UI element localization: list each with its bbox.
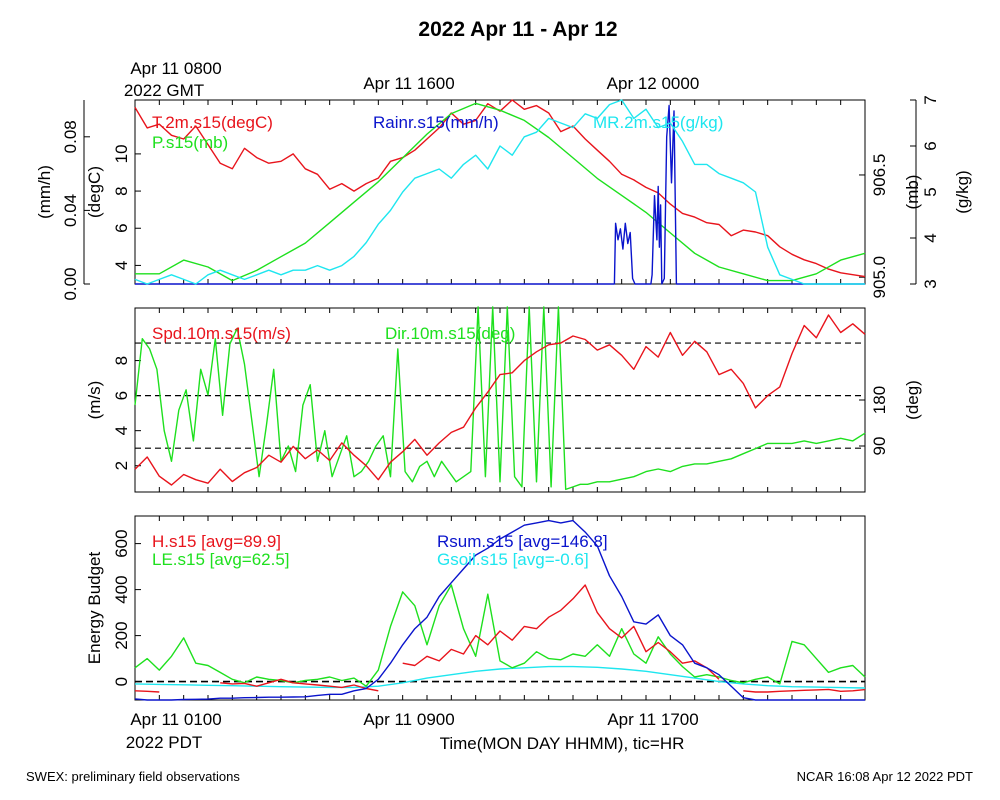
- footer-right: NCAR 16:08 Apr 12 2022 PDT: [797, 769, 973, 784]
- temp-tick-label: 8: [112, 186, 131, 195]
- mr-tick-label: 6: [921, 141, 940, 150]
- top-panel-series: [134, 99, 866, 285]
- bottom-time-label-0100: Apr 11 0100: [130, 710, 221, 729]
- axis-label-energy: Energy Budget: [85, 551, 104, 664]
- rain-tick-label: 0.08: [61, 120, 80, 153]
- legend-wind-direction: Dir.10m.s15(deg): [385, 324, 515, 343]
- bottom-panel-series: [134, 519, 866, 701]
- temp-tick-label: 10: [112, 144, 131, 163]
- pres-tick-label: 905.0: [870, 256, 889, 299]
- wind-direction-line: [134, 306, 866, 491]
- energy-tick-label: 600: [112, 529, 131, 557]
- speed-tick-label: 4: [112, 426, 131, 435]
- axis-label-temp: (degC): [85, 166, 104, 218]
- top-time-label-0000: Apr 12 0000: [607, 74, 700, 93]
- axis-label-speed: (m/s): [85, 381, 104, 420]
- axis-label-rain: (mm/h): [35, 165, 54, 219]
- speed-tick-label: 8: [112, 356, 131, 365]
- figure-title: 2022 Apr 11 - Apr 12: [418, 18, 617, 41]
- legend-rain-rate: Rainr.s15(mm/h): [373, 113, 499, 132]
- x-axis-label: Time(MON DAY HHMM), tic=HR: [440, 734, 685, 753]
- footer-left: SWEX: preliminary field observations: [26, 769, 240, 784]
- mixing-ratio-line: [134, 99, 865, 285]
- temperature-line: [134, 99, 866, 278]
- mr-tick-label: 3: [921, 279, 940, 288]
- legend-soil-heat: Gsoil.s15 [avg=-0.6]: [437, 550, 589, 569]
- bottom-time-label-0900: Apr 11 0900: [363, 710, 454, 729]
- net-radiation-line: [134, 519, 865, 701]
- soil-heat-line: [134, 665, 866, 689]
- rain-tick-label: 0.04: [61, 194, 80, 227]
- bottom-time-label-1700: Apr 11 1700: [607, 710, 698, 729]
- legend-pressure: P.s15(mb): [152, 133, 228, 152]
- pressure-line: [135, 102, 866, 282]
- latent-heat-line: [134, 584, 866, 687]
- rain-rate-line: [135, 104, 865, 285]
- speed-tick-label: 6: [112, 391, 131, 400]
- middle-panel-series: [134, 306, 866, 491]
- mr-tick-label: 5: [921, 187, 940, 196]
- wind-speed-line: [134, 314, 866, 486]
- top-time-label-0800: Apr 11 0800: [130, 59, 221, 78]
- axis-label-pres: (mb): [903, 175, 922, 210]
- legend-temperature: T.2m.s15(degC): [152, 113, 273, 132]
- axis-label-direction: (deg): [903, 380, 922, 420]
- mr-tick-label: 7: [921, 95, 940, 104]
- energy-tick-label: 400: [112, 575, 131, 603]
- legend-wind-speed: Spd.10m.s15(m/s): [152, 324, 291, 343]
- bottom-panel-axes: 0 200 400 600: [112, 516, 865, 700]
- temp-tick-label: 6: [112, 223, 131, 232]
- pres-tick-label: 906.5: [870, 154, 889, 197]
- top-panel-axes: 0.00 0.04 0.08 4 6 8 10 905.0 906.5 3 4 5 6 7: [61, 95, 940, 300]
- top-year-label: 2022 GMT: [124, 81, 204, 100]
- speed-tick-label: 2: [112, 461, 131, 470]
- energy-tick-label: 0: [112, 677, 131, 686]
- legend-mixing-ratio: MR.2m.s15(g/kg): [593, 113, 723, 132]
- legend-sensible-heat: H.s15 [avg=89.9]: [152, 532, 281, 551]
- top-time-label-1600: Apr 11 1600: [363, 74, 454, 93]
- sensible-heat-line: [134, 584, 866, 693]
- mr-tick-label: 4: [921, 233, 940, 242]
- direction-tick-label: 180: [870, 386, 889, 414]
- energy-tick-label: 200: [112, 621, 131, 649]
- legend-net-radiation: Rsum.s15 [avg=146.8]: [437, 532, 608, 551]
- legend-latent-heat: LE.s15 [avg=62.5]: [152, 550, 290, 569]
- temp-tick-label: 4: [112, 261, 131, 270]
- bottom-year-label: 2022 PDT: [126, 733, 203, 752]
- rain-tick-label: 0.00: [61, 267, 80, 300]
- middle-panel-axes: 2 4 6 8 90 180: [112, 308, 889, 492]
- direction-tick-label: 90: [870, 437, 889, 456]
- axis-label-mr: (g/kg): [953, 170, 972, 213]
